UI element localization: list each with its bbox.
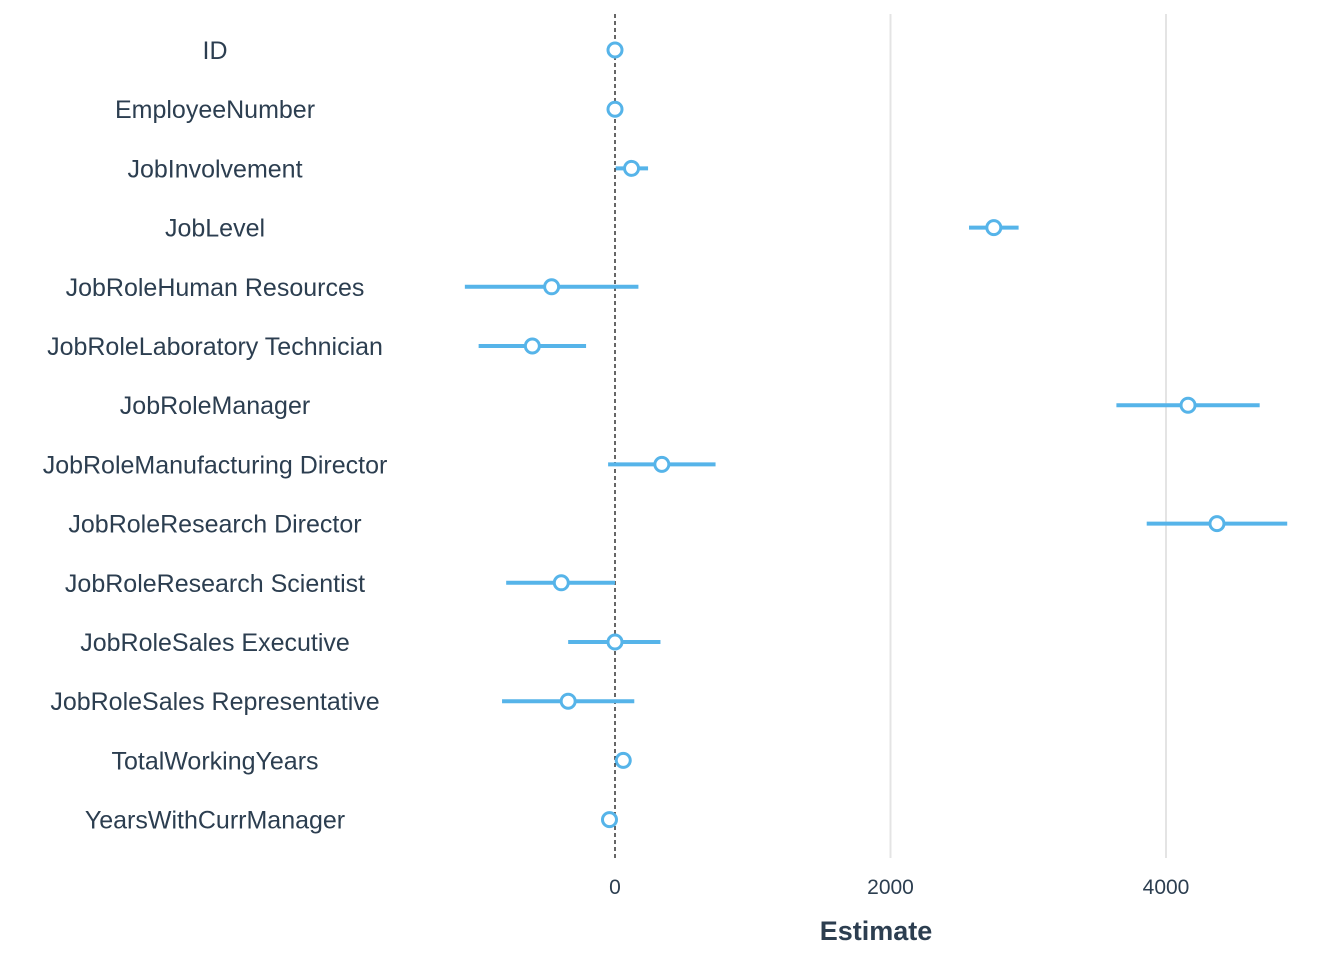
estimate-point	[623, 159, 641, 177]
estimate-point	[653, 455, 671, 473]
term-label: EmployeeNumber	[115, 96, 315, 124]
x-axis-ticks: 0 2000 4000	[609, 876, 1189, 899]
term-label: JobRoleManager	[120, 392, 310, 420]
estimate-point	[552, 574, 570, 592]
term-label: JobRoleHuman Resources	[66, 274, 365, 302]
term-label: JobLevel	[165, 215, 265, 243]
estimate-point	[523, 337, 541, 355]
estimate-point	[559, 692, 577, 710]
term-label: JobRoleSales Executive	[80, 629, 350, 657]
estimate-point	[1208, 515, 1226, 533]
confidence-intervals	[464, 48, 1288, 822]
estimate-point	[1179, 396, 1197, 414]
term-label: JobRoleSales Representative	[50, 688, 379, 716]
gridlines	[889, 14, 1167, 858]
term-label: JobRoleLaboratory Technician	[47, 333, 383, 361]
term-label: YearsWithCurrManager	[85, 807, 345, 835]
estimate-point	[985, 219, 1003, 237]
x-tick-label: 4000	[1143, 876, 1190, 899]
estimate-point	[606, 633, 624, 651]
term-label: TotalWorkingYears	[111, 747, 318, 775]
estimate-point	[600, 811, 618, 829]
estimate-point	[606, 41, 624, 59]
term-labels: ID EmployeeNumber JobInvolvement JobLevel Jo…	[43, 37, 388, 835]
estimate-point	[614, 751, 632, 769]
term-label: JobInvolvement	[127, 155, 302, 183]
estimate-point	[543, 278, 561, 296]
x-axis-title: Estimate	[820, 916, 933, 946]
term-label: JobRoleResearch Scientist	[65, 570, 365, 598]
term-label: JobRoleResearch Director	[68, 511, 361, 539]
estimate-point	[606, 100, 624, 118]
x-tick-label: 2000	[867, 876, 914, 899]
estimate-points	[523, 41, 1226, 829]
term-label: ID	[203, 37, 228, 65]
term-label: JobRoleManufacturing Director	[43, 451, 388, 479]
x-tick-label: 0	[609, 876, 621, 899]
